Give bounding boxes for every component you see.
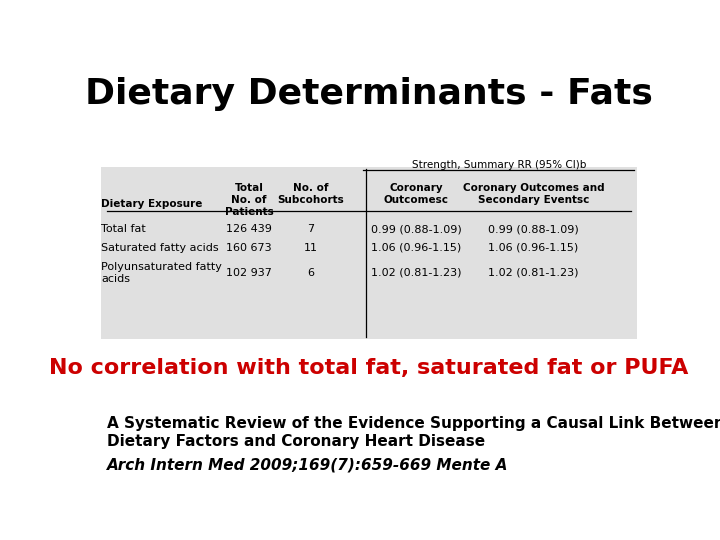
Text: 0.99 (0.88-1.09): 0.99 (0.88-1.09) xyxy=(488,224,579,234)
Text: No correlation with total fat, saturated fat or PUFA: No correlation with total fat, saturated… xyxy=(49,358,689,378)
Text: No. of
Subcohorts: No. of Subcohorts xyxy=(277,183,343,205)
Text: Total fat: Total fat xyxy=(101,224,146,234)
Text: Polyunsaturated fatty
acids: Polyunsaturated fatty acids xyxy=(101,262,222,284)
Text: Saturated fatty acids: Saturated fatty acids xyxy=(101,243,219,253)
Text: 1.06 (0.96-1.15): 1.06 (0.96-1.15) xyxy=(488,243,579,253)
Text: 102 937: 102 937 xyxy=(226,268,272,278)
Text: 7: 7 xyxy=(307,224,314,234)
Text: Arch Intern Med 2009;169(7):659-669 Mente A: Arch Intern Med 2009;169(7):659-669 Ment… xyxy=(107,458,508,472)
Text: Dietary Exposure: Dietary Exposure xyxy=(101,199,202,209)
Text: 0.99 (0.88-1.09): 0.99 (0.88-1.09) xyxy=(371,224,462,234)
Text: A Systematic Review of the Evidence Supporting a Causal Link Between
Dietary Fac: A Systematic Review of the Evidence Supp… xyxy=(107,416,720,449)
Text: Strength, Summary RR (95% CI)b: Strength, Summary RR (95% CI)b xyxy=(412,160,586,170)
Text: 6: 6 xyxy=(307,268,314,278)
Text: 126 439: 126 439 xyxy=(226,224,272,234)
Text: 11: 11 xyxy=(303,243,318,253)
Text: 1.02 (0.81-1.23): 1.02 (0.81-1.23) xyxy=(372,268,462,278)
Text: 1.02 (0.81-1.23): 1.02 (0.81-1.23) xyxy=(488,268,579,278)
Text: Coronary Outcomes and
Secondary Eventsc: Coronary Outcomes and Secondary Eventsc xyxy=(463,183,604,205)
Text: Total
No. of
Patients: Total No. of Patients xyxy=(225,183,274,217)
Text: Coronary
Outcomesc: Coronary Outcomesc xyxy=(384,183,449,205)
FancyBboxPatch shape xyxy=(101,167,637,339)
Text: 1.06 (0.96-1.15): 1.06 (0.96-1.15) xyxy=(372,243,462,253)
Text: 160 673: 160 673 xyxy=(226,243,272,253)
Text: Dietary Determinants - Fats: Dietary Determinants - Fats xyxy=(85,77,653,111)
